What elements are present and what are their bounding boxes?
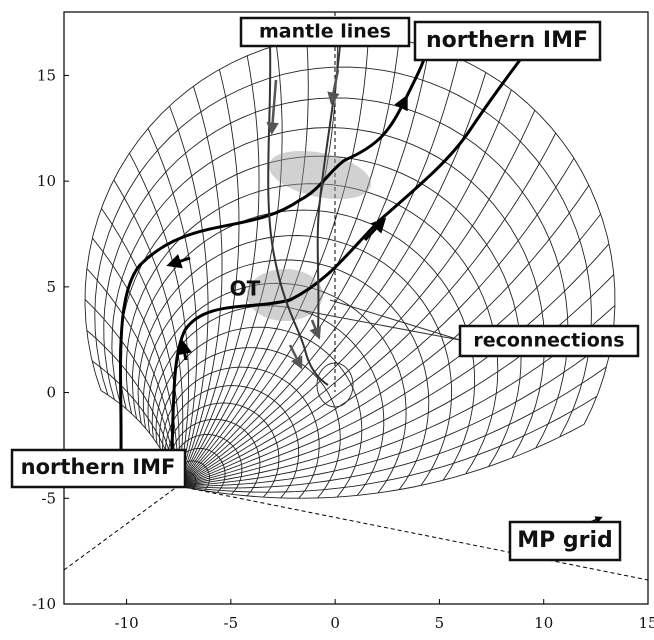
grid-spoke [86,268,179,487]
guides [63,12,649,581]
grid-spoke [177,55,260,487]
label-box [508,520,622,562]
annotation: reconnections [473,330,624,352]
grid-spoke [177,69,240,487]
grid-arc [164,385,300,499]
grid-spoke [177,57,459,487]
grid-arc [167,402,280,498]
grid-spoke [129,152,190,487]
grid-spoke [177,395,598,493]
grid-spoke [177,213,602,487]
grid-spoke [177,185,590,487]
x-tick-label: 5 [435,614,445,632]
x-tick-label: -5 [224,614,239,632]
grid-arc [125,183,499,475]
field-lines [118,39,603,536]
grid-spoke [169,105,209,487]
annotation: mantle lines [259,21,391,43]
grid-spoke [177,45,283,487]
grid-arc [151,305,385,496]
grid-spoke [177,35,369,487]
grid-spoke [177,424,585,499]
grid-arc [132,209,476,481]
label-box [10,448,187,489]
grid-spoke [177,47,430,487]
grid-spoke [177,86,223,487]
grid-arc [169,418,261,497]
x-tick-label: 0 [330,614,340,632]
label-box [458,324,640,358]
grid-arc [111,127,545,459]
grid-spoke [177,72,487,487]
grid-arc [155,326,363,498]
grid-spoke [147,128,198,487]
grid-arc [103,97,569,449]
label-box [239,16,411,48]
grid-spoke [177,89,512,487]
y-tick-label: 10 [37,172,56,190]
y-tick-label: -10 [32,595,56,613]
annotation: OT [230,277,261,301]
mp-grid [84,34,616,499]
annotation: northern IMF [426,28,588,53]
grid-arc [94,66,592,438]
grid-spoke [101,208,180,487]
grid-spoke [177,335,613,487]
grid-arc [142,259,430,490]
grid-spoke [92,237,179,486]
x-tick-label: 15 [638,614,654,632]
y-tick-label: -5 [41,489,56,507]
y-tick-label: 5 [46,278,56,296]
x-tick-label: 10 [534,614,553,632]
grid-spoke [177,132,557,487]
grid-spoke [177,35,338,487]
y-tick-label: 15 [37,66,56,84]
grid-spoke [177,243,610,487]
x-tick-label: -10 [114,614,138,632]
plot-frame [63,11,649,605]
reconnection-region [268,150,372,200]
label-box [413,20,602,62]
grid-spoke [177,366,607,489]
grid-spoke [177,305,616,487]
grid-spoke [113,179,184,487]
annotation: northern IMF [21,455,176,479]
annotation: MP grid [517,528,613,553]
grid-spoke [177,38,309,487]
grid-spoke [177,157,575,487]
y-tick-label: 0 [46,384,56,402]
grid-arc [137,235,453,486]
grid-spoke [177,109,536,487]
grid-spoke [177,39,400,487]
